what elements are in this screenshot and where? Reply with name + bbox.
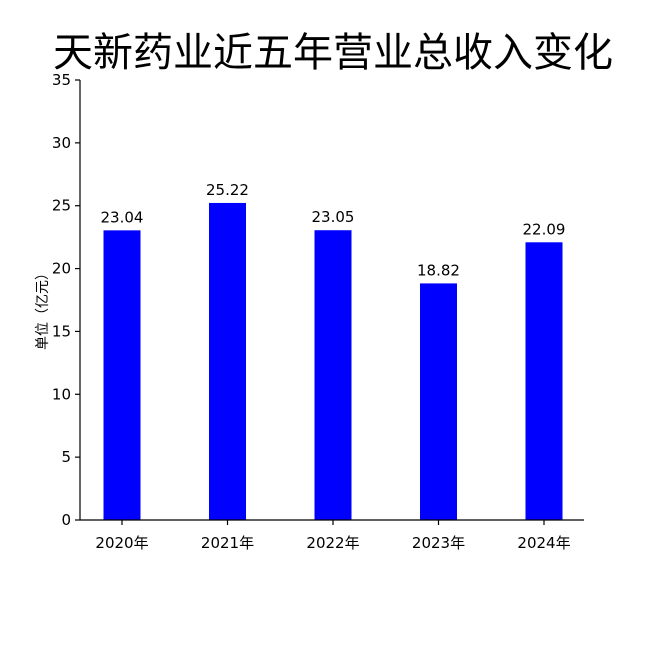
bar (525, 242, 563, 520)
y-tick-label: 0 (61, 511, 71, 529)
plot-area: 23.04 25.22 23.05 18.82 22.09 0 5 10 15 20 25 30 35 2… (52, 71, 584, 552)
y-tick-label: 25 (52, 197, 71, 215)
x-tick-label: 2021年 (201, 534, 254, 552)
y-tick-label: 5 (61, 448, 71, 466)
y-tick-label: 10 (52, 385, 71, 403)
data-label: 25.22 (206, 181, 249, 199)
bar (103, 230, 141, 520)
data-label: 22.09 (523, 220, 566, 238)
data-label: 18.82 (417, 261, 460, 279)
bar (209, 202, 246, 520)
x-tick-label: 2022年 (306, 534, 359, 552)
bar (314, 230, 352, 520)
chart-title: 天新药业近五年营业总收入变化 (53, 30, 613, 76)
x-tick-label: 2024年 (517, 534, 570, 552)
y-tick-label: 30 (52, 134, 71, 152)
x-tick-label: 2023年 (412, 534, 465, 552)
data-label: 23.05 (312, 208, 355, 226)
data-label: 23.04 (101, 208, 144, 226)
y-axis-title: 单位（亿元） (35, 266, 51, 350)
y-tick-label: 35 (52, 71, 71, 89)
bar (420, 283, 457, 520)
x-tick-label: 2020年 (95, 534, 148, 552)
y-tick-label: 20 (52, 260, 71, 278)
y-tick-label: 15 (52, 322, 71, 340)
